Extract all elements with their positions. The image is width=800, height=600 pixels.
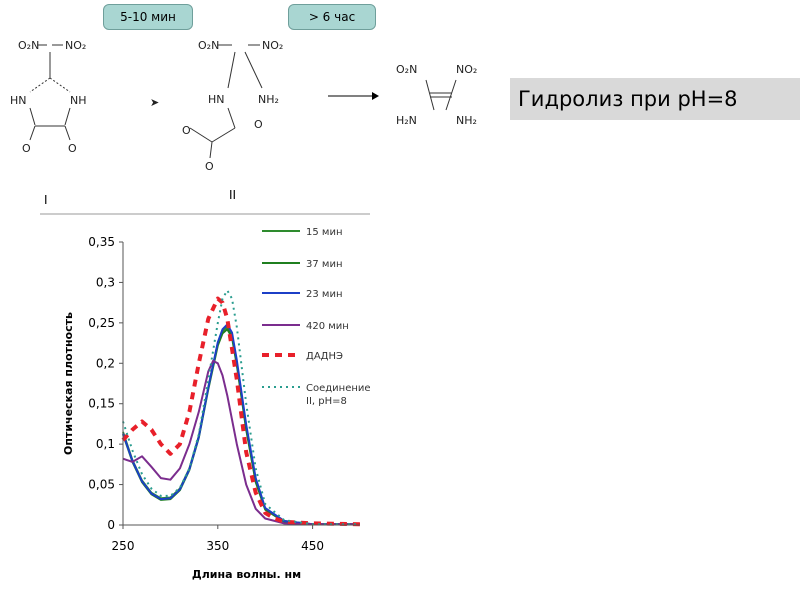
x-tick-label: 350 xyxy=(206,539,229,553)
atom-hn-2: HN xyxy=(208,93,225,106)
y-tick-label: 0 xyxy=(107,518,115,532)
y-tick-label: 0,2 xyxy=(96,356,115,370)
atom-o2n-2: O₂N xyxy=(198,39,219,52)
y-axis-label: Оптическая плотность xyxy=(62,312,75,455)
x-axis-label: Длина волны. нм xyxy=(192,568,301,581)
time-callout-1: 5-10 мин xyxy=(103,4,193,30)
atom-h2n-3: H₂N xyxy=(396,114,417,127)
series-line-4 xyxy=(121,296,361,527)
atom-nh2-2: NH₂ xyxy=(258,93,279,106)
atom-nh-1: NH xyxy=(70,94,87,107)
atom-o2n-3: O₂N xyxy=(396,63,417,76)
small-arrow-icon: ➤ xyxy=(150,96,159,109)
atom-o-2: O xyxy=(68,142,77,155)
reaction-scheme: O₂N NO₂ HN NH O O ➤ O₂N NO₂ HN NH₂ O O O xyxy=(10,39,477,215)
atom-o-4: O xyxy=(182,124,191,137)
product-structure: O₂N NO₂ H₂N NH₂ xyxy=(396,63,477,127)
legend-label: 23 мин xyxy=(306,289,342,300)
atom-o-5: O xyxy=(205,160,214,173)
x-tick-label: 250 xyxy=(112,539,135,553)
atom-hn-1: HN xyxy=(10,94,27,107)
atom-o-1: O xyxy=(22,142,31,155)
title-box: Гидролиз при pH=8 xyxy=(510,78,800,120)
y-tick-label: 0,25 xyxy=(88,316,115,330)
atom-o2n-1: O₂N xyxy=(18,39,39,52)
y-tick-label: 0,05 xyxy=(88,478,115,492)
legend-label: 37 мин xyxy=(306,259,342,270)
compound-II-label: II xyxy=(229,188,237,202)
legend-label: 15 мин xyxy=(306,227,342,238)
compound-II-structure: O₂N NO₂ HN NH₂ O O O xyxy=(182,39,283,173)
atom-no2-2: NO₂ xyxy=(262,39,283,52)
series-line-3 xyxy=(122,359,360,526)
reaction-arrow-head xyxy=(372,92,379,100)
legend-label: ДАДНЭ xyxy=(306,351,343,362)
atom-o-3: O xyxy=(254,118,263,131)
atom-nh2-3: NH₂ xyxy=(456,114,477,127)
legend-label: Соединение II, pH=8 xyxy=(306,383,371,407)
atom-no2-1: NO₂ xyxy=(65,39,86,52)
time-callout-2: > 6 час xyxy=(288,4,376,30)
atom-no2-3: NO₂ xyxy=(456,63,477,76)
y-tick-label: 0,15 xyxy=(88,397,115,411)
page-title: Гидролиз при pH=8 xyxy=(518,87,738,111)
series-line-5 xyxy=(122,289,360,526)
y-tick-label: 0,1 xyxy=(96,437,115,451)
y-tick-label: 0,3 xyxy=(96,275,115,289)
compound-I-label: I xyxy=(44,193,48,207)
x-tick-label: 450 xyxy=(301,539,324,553)
series-line-2 xyxy=(122,323,360,526)
legend-label: 420 мин xyxy=(306,321,349,332)
compound-I-structure: O₂N NO₂ HN NH O O xyxy=(10,39,87,155)
y-tick-label: 0,35 xyxy=(88,235,115,249)
